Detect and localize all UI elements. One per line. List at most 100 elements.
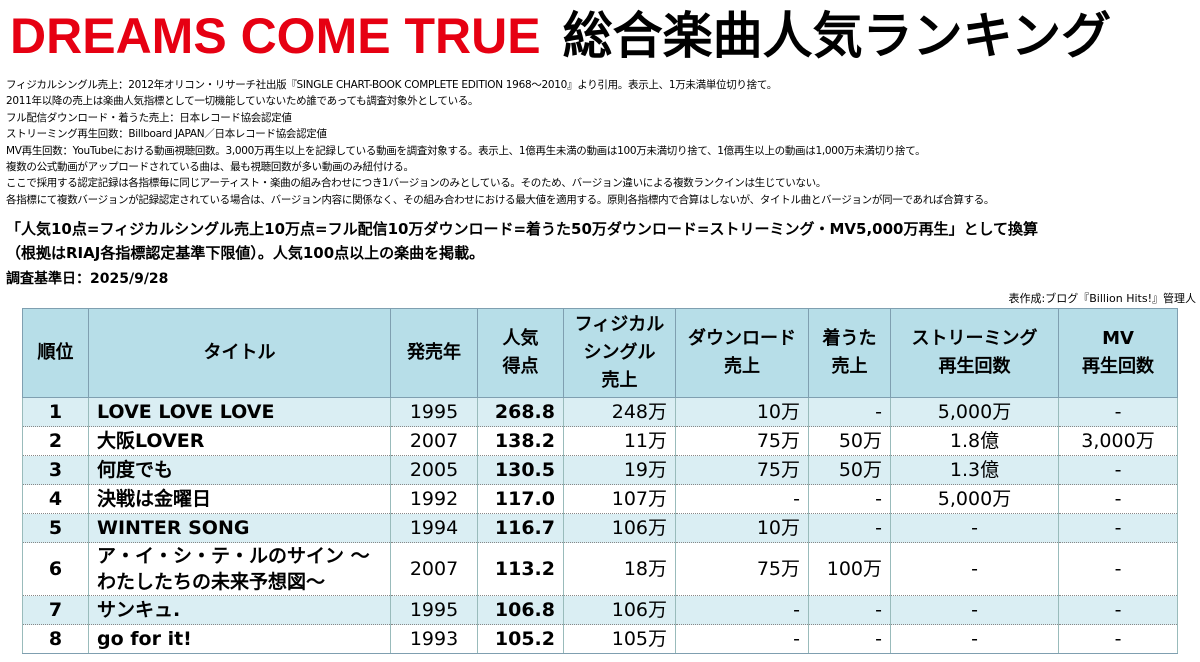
table-cell: 3,000万 xyxy=(1058,426,1178,456)
header-row: 順位 タイトル 発売年 人気 得点 フィジカル シングル 売上 ダウンロード 売上 着うた … xyxy=(22,308,1178,398)
note-line: 2011年以降の売上は楽曲人気指標として一切機能していないため誰であっても調査対… xyxy=(6,95,479,108)
table-cell: 117.0 xyxy=(477,484,564,514)
table-cell: 1994 xyxy=(390,513,478,543)
column-header: フィジカル シングル 売上 xyxy=(563,308,676,398)
table-cell: 105万 xyxy=(563,624,676,654)
table-cell: - xyxy=(675,624,809,654)
table-cell: - xyxy=(890,542,1059,596)
table-cell: - xyxy=(808,513,891,543)
table-cell: 11万 xyxy=(563,426,676,456)
table-row: 6 ア・イ・シ・テ・ルのサイン ～わたしたちの未来予想図～ 2007 113.2 18万… xyxy=(22,542,1178,596)
table-cell: - xyxy=(808,624,891,654)
table-cell: - xyxy=(890,513,1059,543)
table-cell: - xyxy=(675,595,809,625)
table-cell: 105.2 xyxy=(477,624,564,654)
column-header: ストリーミング 再生回数 xyxy=(890,308,1059,398)
table-cell: 1993 xyxy=(390,624,478,654)
table-cell: - xyxy=(1058,513,1178,543)
table-cell: - xyxy=(1058,484,1178,514)
table-cell: 8 xyxy=(22,624,89,654)
table-cell: 2007 xyxy=(390,426,478,456)
table-cell: - xyxy=(675,484,809,514)
table-cell: 106.8 xyxy=(477,595,564,625)
table-cell: 1992 xyxy=(390,484,478,514)
column-header: 発売年 xyxy=(390,308,478,398)
note-line: フィジカルシングル売上：2012年オリコン・リサーチ社出版『SINGLE CHA… xyxy=(6,79,777,91)
table-cell: - xyxy=(890,624,1059,654)
table-cell: 決戦は金曜日 xyxy=(88,484,391,514)
table-cell: WINTER SONG xyxy=(88,513,391,543)
table-cell: 75万 xyxy=(675,455,809,485)
table-cell: 大阪LOVER xyxy=(88,426,391,456)
table-row: 1 LOVE LOVE LOVE 1995 268.8 248万 10万 -5,000万 - xyxy=(22,397,1178,427)
table-cell: 5,000万 xyxy=(890,484,1059,514)
table-cell: 6 xyxy=(22,542,89,596)
table-cell: - xyxy=(808,397,891,427)
note-line: 複数の公式動画がアップロードされている曲は、最も視聴回数が多い動画のみ紐付ける。 xyxy=(6,161,414,174)
table-cell: 7 xyxy=(22,595,89,625)
table-cell: 1 xyxy=(22,397,89,427)
title-ja: 総合楽曲人気ランキング xyxy=(562,7,1112,65)
table-cell: go for it! xyxy=(88,624,391,654)
column-header: MV 再生回数 xyxy=(1058,308,1178,398)
table-cell: 2 xyxy=(22,426,89,456)
conversion-line: 「人気10点=フィジカルシングル売上10万点=フル配信10万ダウンロード=着うた… xyxy=(6,220,1039,238)
title: DREAMS COME TRUE 総合楽曲人気ランキング xyxy=(10,4,1111,68)
table-cell: - xyxy=(890,595,1059,625)
credit: 表作成:ブログ『Billion Hits!』管理人 xyxy=(1008,292,1196,305)
table-cell: - xyxy=(1058,397,1178,427)
column-header: 人気 得点 xyxy=(477,308,564,398)
table-cell: 106万 xyxy=(563,513,676,543)
table-cell: 107万 xyxy=(563,484,676,514)
table-cell: 2005 xyxy=(390,455,478,485)
table-cell: ア・イ・シ・テ・ルのサイン ～わたしたちの未来予想図～ xyxy=(88,542,391,596)
conversion-line: （根拠はRIAJ各指標認定基準下限値）。人気100点以上の楽曲を掲載。 xyxy=(6,244,485,262)
survey-date: 調査基準日：2025/9/28 xyxy=(6,271,169,287)
note-line: 各指標にて複数バージョンが記録認定されている場合は、バージョン内容に関係なく、そ… xyxy=(6,193,995,206)
table-row: 8 go for it! 1993 105.2 105万 - - - - xyxy=(22,624,1178,654)
table-cell: - xyxy=(808,595,891,625)
table-row: 2 大阪LOVER 2007 138.2 11万 75万 50万 1.8億 3,000万 xyxy=(22,426,1178,456)
table-cell: 1995 xyxy=(390,397,478,427)
table-cell: 130.5 xyxy=(477,455,564,485)
column-header: タイトル xyxy=(88,308,391,398)
conversion: 「人気10点=フィジカルシングル売上10万点=フル配信10万ダウンロード=着うた… xyxy=(6,217,1038,265)
table-cell: 18万 xyxy=(563,542,676,596)
note-line: ここで採用する認定記録は各指標毎に同じアーティスト・楽曲の組み合わせにつき1バー… xyxy=(6,177,827,190)
column-header: 順位 xyxy=(22,308,89,398)
column-header: ダウンロード 売上 xyxy=(675,308,809,398)
table-row: 7 サンキュ. 1995 106.8 106万 - - - - xyxy=(22,595,1178,625)
table-row: 4 決戦は金曜日 1992 117.0 107万 - -5,000万 - xyxy=(22,484,1178,514)
table-cell: 75万 xyxy=(675,542,809,596)
note-line: MV再生回数：YouTubeにおける動画視聴回数。3,000万再生以上を記録して… xyxy=(6,144,926,157)
table-cell: - xyxy=(1058,542,1178,596)
table-cell: 19万 xyxy=(563,455,676,485)
table-cell: 5,000万 xyxy=(890,397,1059,427)
table-cell: 1.8億 xyxy=(890,426,1059,456)
table-cell: 113.2 xyxy=(477,542,564,596)
table-cell: - xyxy=(1058,455,1178,485)
table-row: 3 何度でも 2005 130.5 19万 75万 50万 1.3億 - xyxy=(22,455,1178,485)
table-cell: 5 xyxy=(22,513,89,543)
table-cell: 50万 xyxy=(808,426,891,456)
note-line: ストリーミング再生回数：Billboard JAPAN／日本レコード協会認定値 xyxy=(6,128,327,141)
table-cell: 何度でも xyxy=(88,455,391,485)
table-cell: LOVE LOVE LOVE xyxy=(88,397,391,427)
table-body: 1 LOVE LOVE LOVE 1995 268.8 248万 10万 -5,000万 -2… xyxy=(22,397,1178,654)
table-cell: 248万 xyxy=(563,397,676,427)
table-cell: 1995 xyxy=(390,595,478,625)
table-cell: 10万 xyxy=(675,397,809,427)
table-cell: 1.3億 xyxy=(890,455,1059,485)
table-cell: - xyxy=(1058,624,1178,654)
table-cell: 116.7 xyxy=(477,513,564,543)
table-cell: 4 xyxy=(22,484,89,514)
table-cell: 10万 xyxy=(675,513,809,543)
table-cell: 106万 xyxy=(563,595,676,625)
table-cell: 100万 xyxy=(808,542,891,596)
ranking-table: 順位 タイトル 発売年 人気 得点 フィジカル シングル 売上 ダウンロード 売上 着うた … xyxy=(22,308,1178,654)
table-cell: 3 xyxy=(22,455,89,485)
table-cell: - xyxy=(808,484,891,514)
table-cell: 75万 xyxy=(675,426,809,456)
notes: フィジカルシングル売上：2012年オリコン・リサーチ社出版『SINGLE CHA… xyxy=(6,77,994,208)
